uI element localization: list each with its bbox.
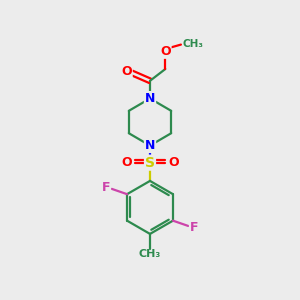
Text: O: O xyxy=(121,156,132,169)
Text: O: O xyxy=(121,65,132,78)
Text: F: F xyxy=(190,221,198,234)
Text: O: O xyxy=(168,156,179,169)
Text: N: N xyxy=(145,92,155,105)
Text: CH₃: CH₃ xyxy=(182,39,203,49)
Text: O: O xyxy=(160,45,171,58)
Text: CH₃: CH₃ xyxy=(139,249,161,259)
Text: S: S xyxy=(145,156,155,170)
Text: F: F xyxy=(102,181,110,194)
Text: N: N xyxy=(145,139,155,152)
